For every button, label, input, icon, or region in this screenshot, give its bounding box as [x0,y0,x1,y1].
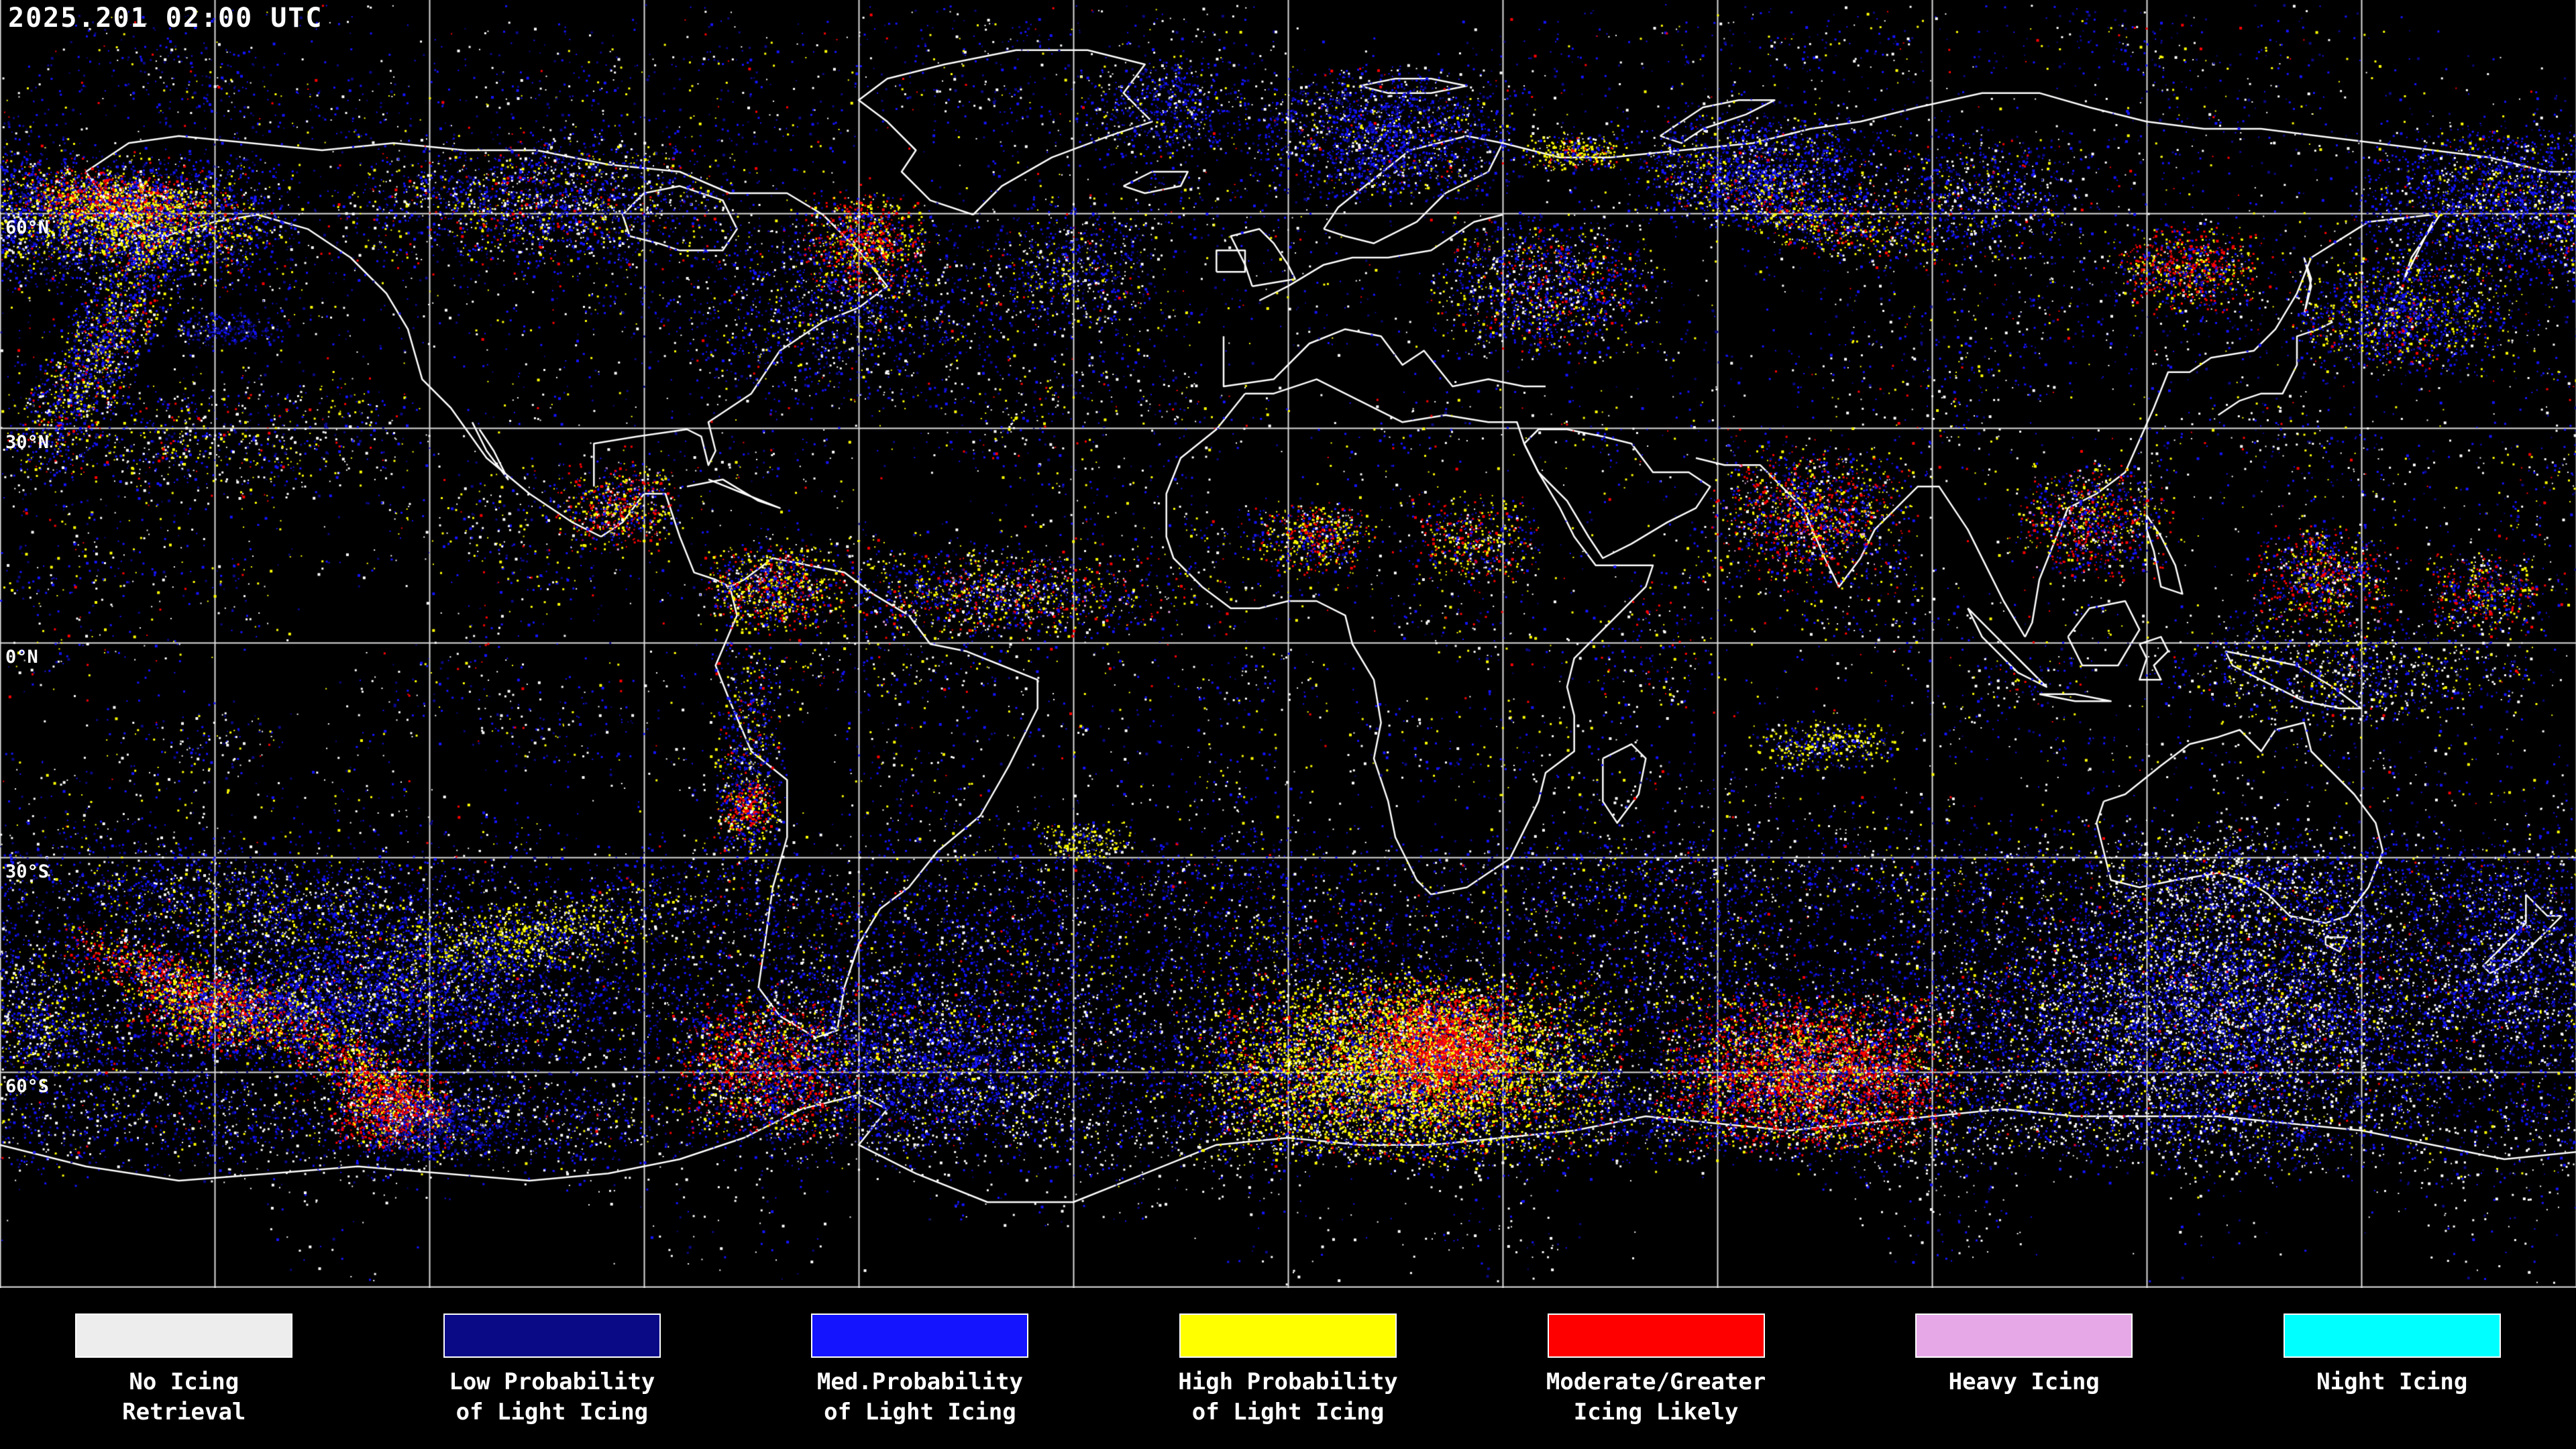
legend-label-line1: Moderate/Greater [1546,1368,1766,1395]
legend-label-night-icing: Night Icing [2316,1367,2467,1397]
icing-map-canvas [0,0,2576,1288]
legend-label-line1: Heavy Icing [1948,1368,2100,1395]
legend-swatch-high-prob-light-icing [1179,1313,1397,1358]
lat-label-0n: 0°N [5,647,38,667]
timestamp: 2025.201 02:00 UTC [8,3,323,34]
legend-swatch-moderate-greater-icing [1547,1313,1765,1358]
legend-swatch-low-prob-light-icing [443,1313,661,1358]
legend-label-line1: Night Icing [2316,1368,2468,1395]
legend-swatch-heavy-icing [1915,1313,2133,1358]
legend-item-no-icing-retrieval: No Icing Retrieval [0,1288,368,1449]
legend-item-moderate-greater-icing: Moderate/Greater Icing Likely [1472,1288,1840,1449]
legend-swatch-med-prob-light-icing [811,1313,1029,1358]
legend-label-line1: Med.Probability [816,1368,1023,1395]
lat-label-30s: 30°S [5,861,50,882]
legend-label-moderate-greater-icing: Moderate/Greater Icing Likely [1546,1367,1766,1428]
lat-label-60n: 60°N [5,217,50,238]
lat-label-30n: 30°N [5,432,50,453]
legend-item-med-prob-light-icing: Med.Probability of Light Icing [736,1288,1104,1449]
legend-swatch-no-icing-retrieval [75,1313,293,1358]
legend-label-low-prob-light-icing: Low Probability of Light Icing [449,1367,655,1428]
legend-label-line1: High Probability [1178,1368,1398,1395]
legend-label-heavy-icing: Heavy Icing [1949,1367,2100,1397]
legend-label-line2: of Light Icing [455,1399,649,1426]
legend-label-line2: of Light Icing [1191,1399,1385,1426]
lat-label-60s: 60°S [5,1076,50,1097]
legend-item-night-icing: Night Icing [2208,1288,2576,1449]
legend-label-line1: No Icing [129,1368,239,1395]
legend-label-line2: Icing Likely [1573,1399,1739,1426]
legend-label-med-prob-light-icing: Med.Probability of Light Icing [817,1367,1023,1428]
legend-item-low-prob-light-icing: Low Probability of Light Icing [368,1288,737,1449]
legend: No Icing Retrieval Low Probability of Ligh… [0,1288,2576,1449]
legend-label-line1: Low Probability [449,1368,655,1395]
legend-label-no-icing-retrieval: No Icing Retrieval [122,1367,246,1428]
legend-swatch-night-icing [2283,1313,2501,1358]
legend-label-line2: Retrieval [122,1399,246,1426]
legend-item-high-prob-light-icing: High Probability of Light Icing [1104,1288,1472,1449]
legend-label-high-prob-light-icing: High Probability of Light Icing [1178,1367,1398,1428]
legend-label-line2: of Light Icing [824,1399,1016,1426]
legend-item-heavy-icing: Heavy Icing [1840,1288,2208,1449]
